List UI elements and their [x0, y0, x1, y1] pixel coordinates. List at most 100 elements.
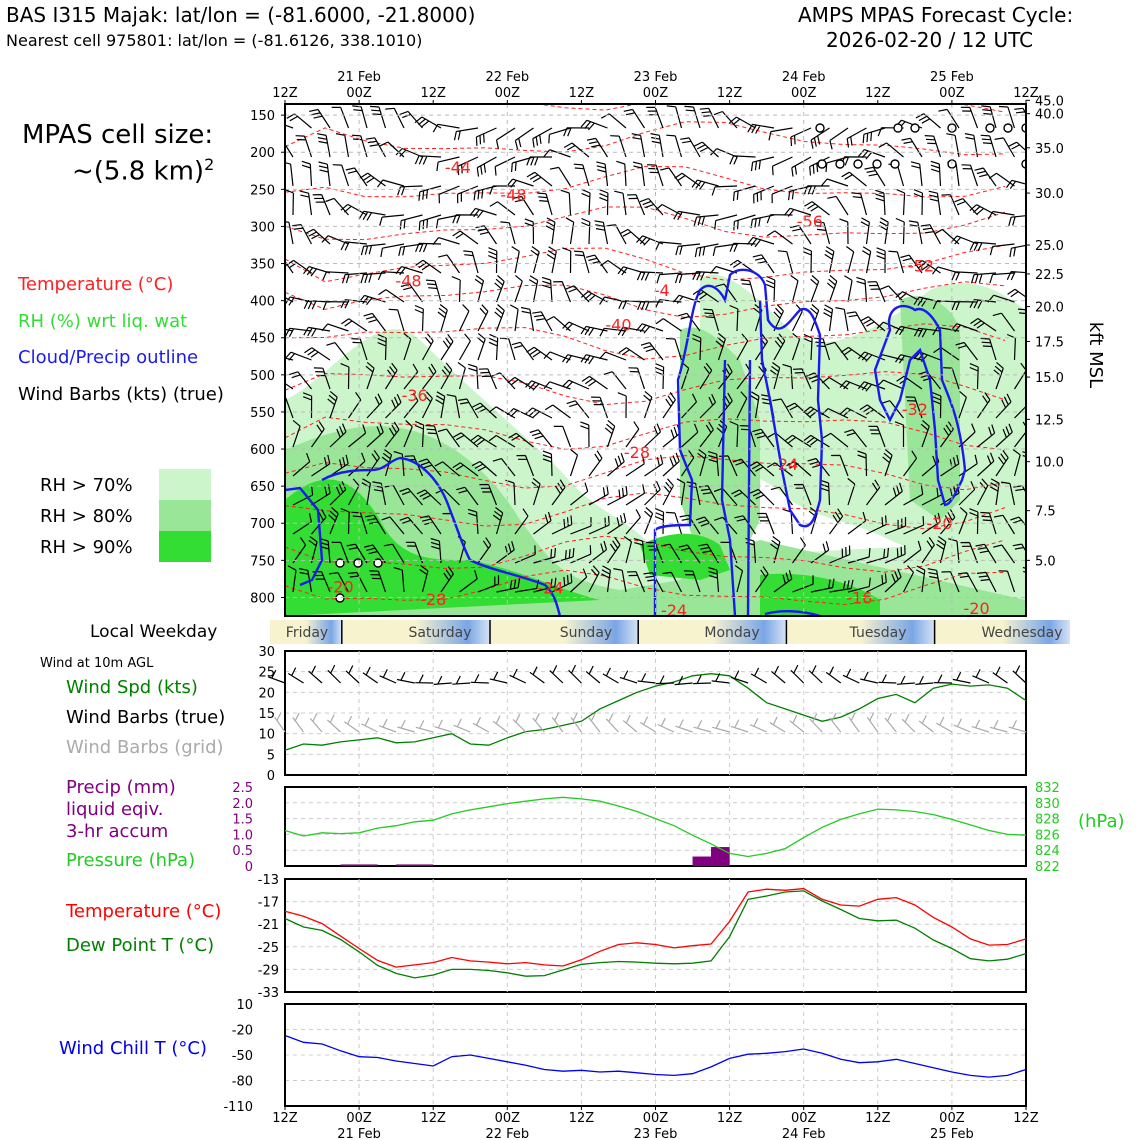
wind-barb	[948, 538, 960, 564]
wind-barb	[1014, 394, 1026, 419]
wind-barb	[1022, 451, 1026, 458]
wind-barb	[289, 371, 312, 390]
wind-barb	[588, 485, 609, 506]
wind-barb	[570, 568, 588, 593]
wind-barb	[385, 421, 400, 448]
height-tick-label: 40.0	[1035, 108, 1064, 123]
wind-barb	[790, 127, 812, 147]
wind-barb	[987, 210, 1015, 220]
wind-barb	[292, 485, 314, 506]
wind-barb-grid	[588, 712, 601, 733]
calm-marker	[817, 159, 827, 169]
wind-barb	[613, 568, 627, 593]
wind-barb	[369, 105, 387, 129]
wind-barb	[419, 515, 442, 535]
wind-barb	[309, 108, 331, 129]
wind-barb	[941, 571, 960, 593]
wind-tick-label: 15	[258, 707, 275, 722]
wind-barb-true	[771, 665, 786, 684]
top-date-label: 22 Feb	[485, 70, 529, 85]
wind-barb	[977, 424, 996, 448]
wind-barb	[1013, 485, 1026, 494]
wind-barb-grid	[884, 712, 897, 733]
bottom-time-label: 00Z	[939, 1111, 965, 1126]
wind-barb	[329, 423, 347, 448]
wind-barb	[430, 537, 442, 564]
wind-barb	[600, 260, 627, 274]
wind-barb	[878, 142, 904, 158]
wind-barb	[531, 477, 541, 506]
wind-barb	[348, 424, 367, 448]
wind-barb	[436, 156, 460, 172]
wind-barb	[674, 272, 701, 284]
wind-barb-true	[602, 667, 619, 684]
wind-barb	[627, 571, 646, 593]
temperature-label: -40	[605, 315, 631, 334]
wind-barb	[713, 110, 738, 129]
legend-item: RH (%) wrt liq. wat	[18, 310, 188, 332]
wind-barb	[384, 362, 398, 390]
wind-barb	[399, 516, 423, 535]
wind-barb	[1006, 271, 1026, 281]
weekday-band	[638, 620, 787, 644]
wind-barb	[921, 512, 941, 535]
wind-barb	[977, 392, 991, 419]
wind-barb	[765, 275, 776, 303]
wind-barb-true	[896, 675, 915, 685]
temperature-label: -20	[328, 577, 354, 596]
wind-barb	[524, 218, 535, 245]
wind-barb	[884, 568, 902, 593]
wind-barb	[694, 243, 719, 258]
wind-barb	[846, 246, 855, 274]
wind-barb	[619, 228, 645, 245]
wind-barb	[563, 142, 590, 158]
height-tick-label: 30.0	[1035, 187, 1064, 202]
wind-barb	[699, 362, 713, 390]
cell-size-value: ~(5.8 km)2	[72, 155, 214, 187]
wind-barb	[393, 566, 405, 593]
temperature-label: -28	[420, 590, 446, 609]
forecast-title: AMPS MPAS Forecast Cycle:	[798, 3, 1074, 27]
height-tick-label: 45.0	[1035, 94, 1064, 109]
cloud-outline-center	[653, 268, 824, 616]
wind-barb	[980, 134, 997, 158]
wind-barb	[614, 190, 627, 216]
weekday-band	[341, 620, 491, 644]
wind-barb	[957, 572, 979, 593]
wind-barb	[496, 578, 521, 593]
wind-barb	[569, 448, 579, 477]
wind-barb	[458, 398, 479, 419]
wind-barb	[345, 167, 368, 187]
temp-tick-label: -13	[258, 873, 279, 888]
wind-barb	[844, 275, 853, 303]
bottom-time-label: 12Z	[865, 1111, 891, 1126]
wind-barb	[666, 134, 683, 158]
height-tick-label: 10.0	[1035, 456, 1064, 471]
wind-barb	[496, 541, 515, 564]
legend-item: Cloud/Precip outline	[18, 347, 199, 368]
wind-barb	[414, 420, 425, 448]
wind-barb	[932, 392, 942, 419]
wind-tick-label: 20	[258, 686, 275, 701]
calm-marker	[353, 558, 363, 568]
wind-barb	[457, 156, 479, 176]
wind-barb	[440, 333, 454, 361]
wind-barb	[285, 328, 294, 332]
wind-barb	[770, 536, 781, 564]
wind-barb-grid	[379, 718, 397, 733]
wind-barb	[846, 127, 867, 148]
wind-barb	[860, 217, 870, 245]
precip-bar	[692, 856, 712, 866]
temperature-line	[284, 887, 1027, 968]
wind-barb-true	[327, 664, 341, 684]
wind-barb	[902, 565, 915, 593]
wind-barb-true	[287, 667, 304, 684]
wind-barb	[665, 337, 683, 361]
wind-barb	[329, 481, 347, 506]
wind-barb	[955, 341, 978, 361]
wind-barb	[810, 578, 835, 593]
wind-barb	[749, 461, 775, 477]
wind-barb	[681, 393, 698, 419]
pressure-tick-label: 750	[250, 554, 275, 569]
